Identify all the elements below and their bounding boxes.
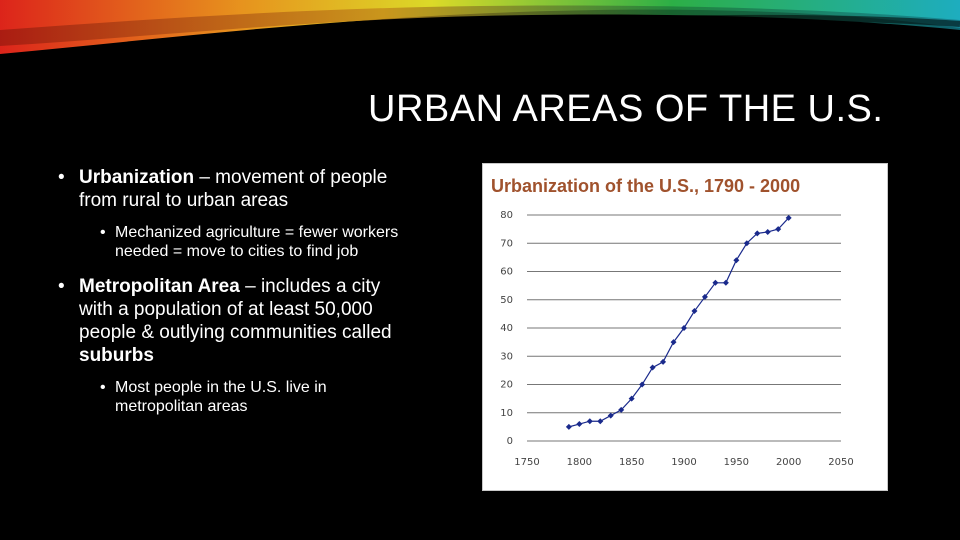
data-point [607,412,614,419]
bullet-text: – movement of people from rural to urban… [79,167,388,211]
data-point [597,418,604,425]
bullet-text: – includes a city with a population of a… [79,276,392,343]
x-tick-label: 2050 [828,457,853,468]
data-point [691,308,698,315]
decorative-swoosh-banner [0,0,960,60]
x-tick-label: 1850 [619,457,644,468]
data-point [764,228,771,235]
data-point [722,279,729,286]
data-point [733,257,740,264]
data-point [681,325,687,331]
bullet-term-suburbs: suburbs [79,345,154,366]
x-tick-label: 2000 [776,457,801,468]
bullet-urbanization: Urbanization – movement of people from r… [58,166,418,212]
chart-title: Urbanization of the U.S., 1790 - 2000 [491,176,801,196]
data-point [628,395,635,402]
data-point [701,293,708,300]
data-point [743,240,750,247]
y-tick-label: 10 [500,408,513,419]
y-tick-label: 20 [500,380,513,391]
data-point [639,381,646,388]
x-tick-label: 1750 [514,457,539,468]
series-line [568,217,790,428]
y-tick-label: 30 [500,351,513,362]
sub-bullet-metro-live: Most people in the U.S. live in metropol… [58,378,418,416]
data-point [618,406,625,413]
bullet-list: Urbanization – movement of people from r… [58,166,418,430]
y-tick-label: 80 [500,210,513,221]
urbanization-line-chart: 0 10 20 30 40 50 60 70 80 1750 1800 1850 1900 1950 200… [500,210,853,468]
data-point [785,214,792,221]
data-point [712,279,719,286]
x-tick-label: 1950 [724,457,749,468]
y-tick-label: 70 [500,238,513,249]
y-tick-label: 50 [500,295,513,306]
sub-bullet-mechanized: Mechanized agriculture = fewer workers n… [58,223,418,261]
data-point [775,226,782,233]
data-point [565,423,572,430]
data-point [586,418,593,425]
y-tick-label: 0 [507,436,513,447]
data-point [660,358,667,365]
y-tick-label: 60 [500,267,513,278]
data-point [670,339,677,346]
bullet-metropolitan-area: Metropolitan Area – includes a city with… [58,275,418,367]
data-point [649,364,656,371]
x-tick-label: 1900 [671,457,696,468]
data-point [754,230,761,237]
y-tick-label: 40 [500,323,513,334]
slide-title: URBAN AREAS OF THE U.S. [368,88,884,130]
x-tick-label: 1800 [567,457,592,468]
data-point [576,421,583,428]
bullet-term: Urbanization [79,167,195,188]
bullet-term: Metropolitan Area [79,276,240,297]
